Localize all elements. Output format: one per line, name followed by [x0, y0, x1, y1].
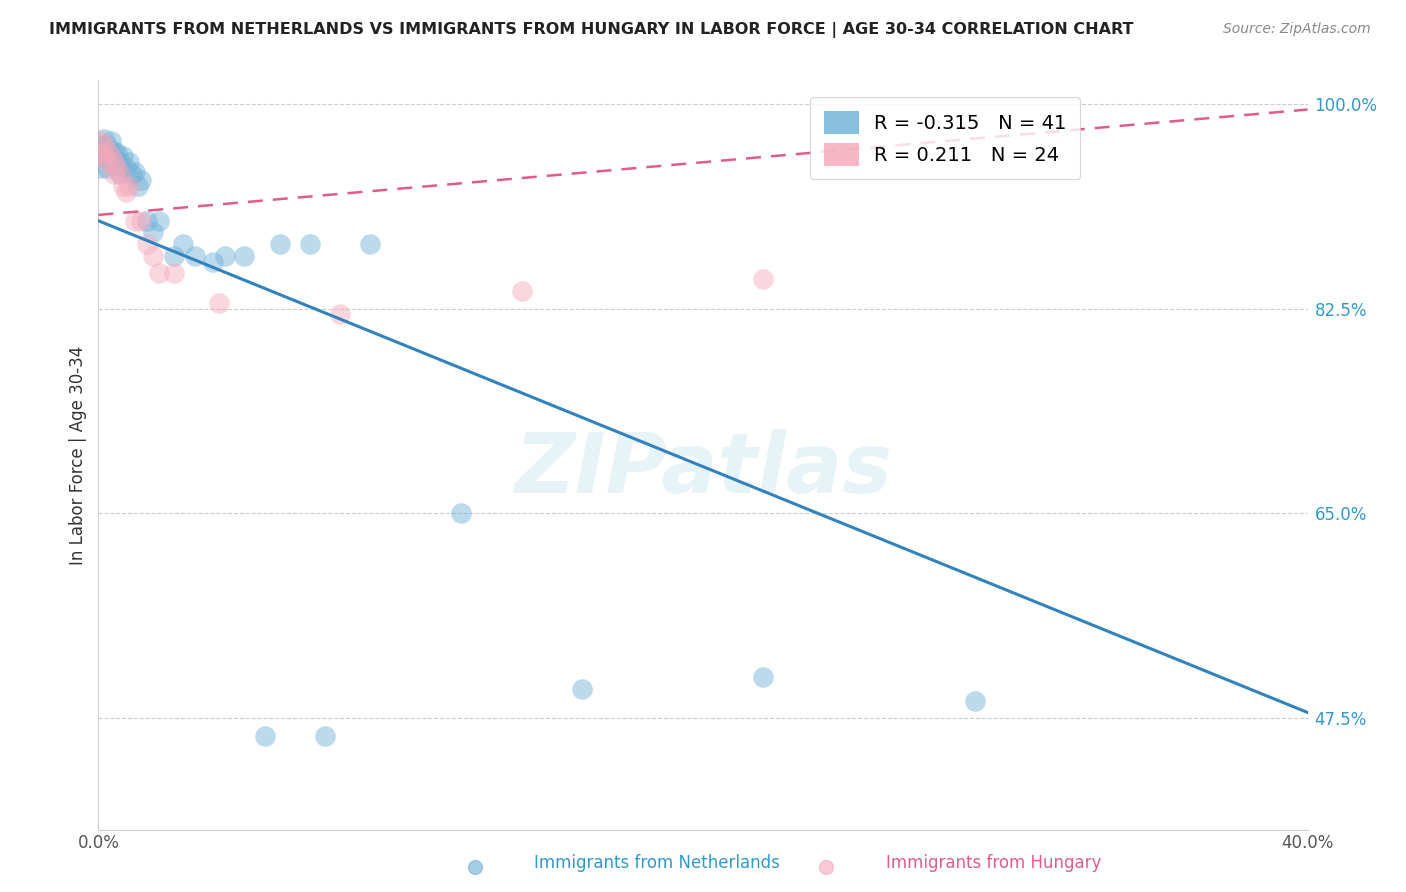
Point [100, 134, 122, 148]
Point [450, 507, 472, 521]
Point [184, 249, 207, 263]
Point [752, 272, 775, 286]
Point [965, 694, 987, 708]
Point [103, 155, 125, 169]
Point [172, 237, 194, 252]
Point [93, 137, 115, 152]
Point [105, 145, 128, 160]
Point [93, 149, 115, 163]
Point [90, 161, 112, 175]
Point [314, 729, 336, 743]
Point [129, 173, 152, 187]
Point [202, 254, 225, 268]
Point [208, 295, 231, 310]
Y-axis label: In Labor Force | Age 30-34: In Labor Force | Age 30-34 [69, 345, 87, 565]
Point [90, 149, 112, 163]
Text: Immigrants from Netherlands: Immigrants from Netherlands [534, 855, 780, 872]
Point [329, 307, 352, 322]
Legend: R = -0.315   N = 41, R = 0.211   N = 24: R = -0.315 N = 41, R = 0.211 N = 24 [810, 97, 1080, 179]
Point [118, 178, 141, 193]
Point [114, 161, 136, 175]
Text: ZIPatlas: ZIPatlas [515, 429, 891, 510]
Point [96, 137, 118, 152]
Text: Immigrants from Hungary: Immigrants from Hungary [886, 855, 1101, 872]
Point [93, 144, 115, 158]
Point [360, 237, 382, 252]
Point [163, 267, 186, 281]
Point [121, 167, 143, 181]
Point [148, 213, 170, 227]
Point [232, 249, 254, 263]
Point [105, 158, 128, 172]
Point [108, 155, 131, 169]
Point [135, 237, 157, 252]
Point [571, 681, 593, 696]
Point [142, 226, 165, 240]
Point [108, 167, 131, 181]
Point [90, 134, 112, 148]
Point [105, 161, 128, 175]
Point [100, 149, 122, 163]
Point [135, 213, 157, 227]
Point [90, 137, 112, 152]
Point [93, 132, 115, 146]
Point [114, 185, 136, 199]
Point [163, 249, 186, 263]
Point [124, 213, 146, 227]
Point [96, 149, 118, 163]
Point [111, 149, 134, 163]
Point [90, 145, 112, 160]
Point [815, 860, 838, 874]
Point [103, 155, 125, 169]
Text: Source: ZipAtlas.com: Source: ZipAtlas.com [1223, 22, 1371, 37]
Point [510, 284, 533, 298]
Text: IMMIGRANTS FROM NETHERLANDS VS IMMIGRANTS FROM HUNGARY IN LABOR FORCE | AGE 30-3: IMMIGRANTS FROM NETHERLANDS VS IMMIGRANT… [49, 22, 1133, 38]
Point [124, 164, 146, 178]
Point [127, 178, 149, 193]
Point [752, 670, 775, 684]
Point [129, 213, 152, 227]
Point [148, 267, 170, 281]
Point [96, 155, 118, 169]
Point [96, 144, 118, 158]
Point [111, 178, 134, 193]
Point [464, 860, 486, 874]
Point [142, 249, 165, 263]
Point [103, 144, 125, 158]
Point [100, 145, 122, 160]
Point [253, 729, 276, 743]
Point [108, 167, 131, 181]
Point [103, 167, 125, 181]
Point [96, 161, 118, 175]
Point [299, 237, 322, 252]
Point [118, 155, 141, 169]
Point [214, 249, 236, 263]
Point [269, 237, 291, 252]
